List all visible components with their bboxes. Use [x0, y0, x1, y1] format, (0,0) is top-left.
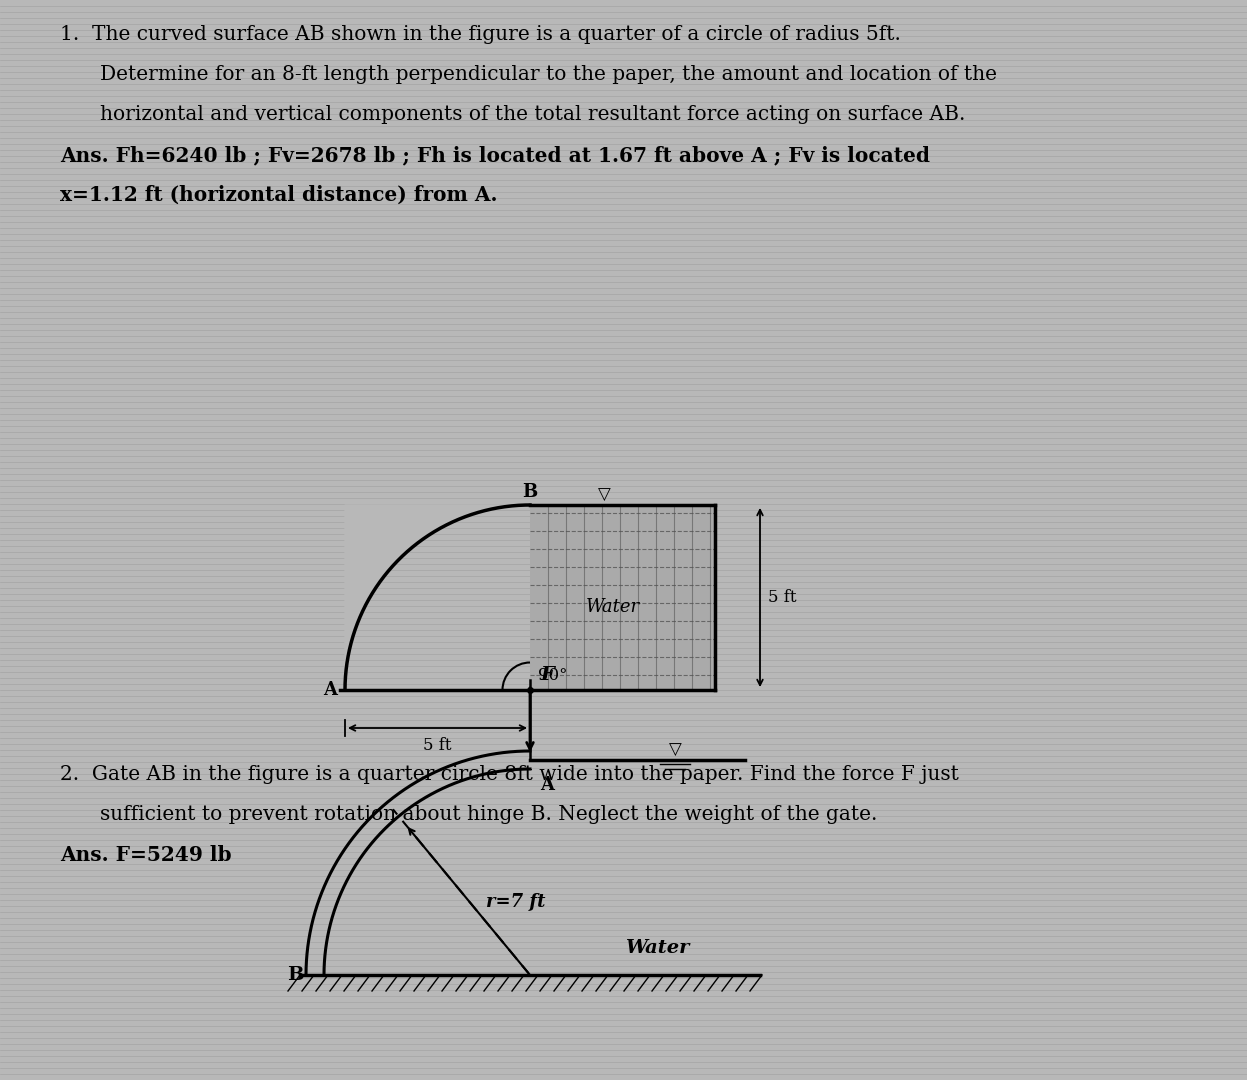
Text: Ans. Fh=6240 lb ; Fv=2678 lb ; Fh is located at 1.67 ft above A ; Fv is located: Ans. Fh=6240 lb ; Fv=2678 lb ; Fh is loc… [60, 145, 930, 165]
Text: sufficient to prevent rotation about hinge B. Neglect the weight of the gate.: sufficient to prevent rotation about hin… [100, 805, 878, 824]
Text: 1.  The curved surface AB shown in the figure is a quarter of a circle of radius: 1. The curved surface AB shown in the fi… [60, 25, 900, 44]
Text: x=1.12 ft (horizontal distance) from A.: x=1.12 ft (horizontal distance) from A. [60, 185, 498, 205]
Bar [530, 505, 715, 690]
Text: B: B [287, 966, 303, 984]
Text: 2.  Gate AB in the figure is a quarter circle 8ft wide into the paper. Find the : 2. Gate AB in the figure is a quarter ci… [60, 765, 959, 784]
Text: Water: Water [586, 598, 640, 617]
Text: Ans. F=5249 lb: Ans. F=5249 lb [60, 845, 232, 865]
Polygon shape [345, 505, 530, 690]
Text: r=7 ft: r=7 ft [486, 893, 546, 912]
Text: Determine for an 8-ft length perpendicular to the paper, the amount and location: Determine for an 8-ft length perpendicul… [100, 65, 998, 84]
Text: B: B [522, 483, 537, 501]
Text: Water: Water [625, 939, 690, 957]
Text: 5 ft: 5 ft [423, 737, 451, 754]
Text: F: F [540, 666, 554, 684]
Text: A: A [540, 777, 554, 794]
Text: A: A [323, 681, 337, 699]
Text: 5 ft: 5 ft [768, 589, 797, 606]
Text: ▽: ▽ [597, 486, 610, 504]
Text: 90°: 90° [537, 667, 567, 684]
Text: horizontal and vertical components of the total resultant force acting on surfac: horizontal and vertical components of th… [100, 105, 965, 124]
Text: ▽: ▽ [668, 741, 681, 759]
